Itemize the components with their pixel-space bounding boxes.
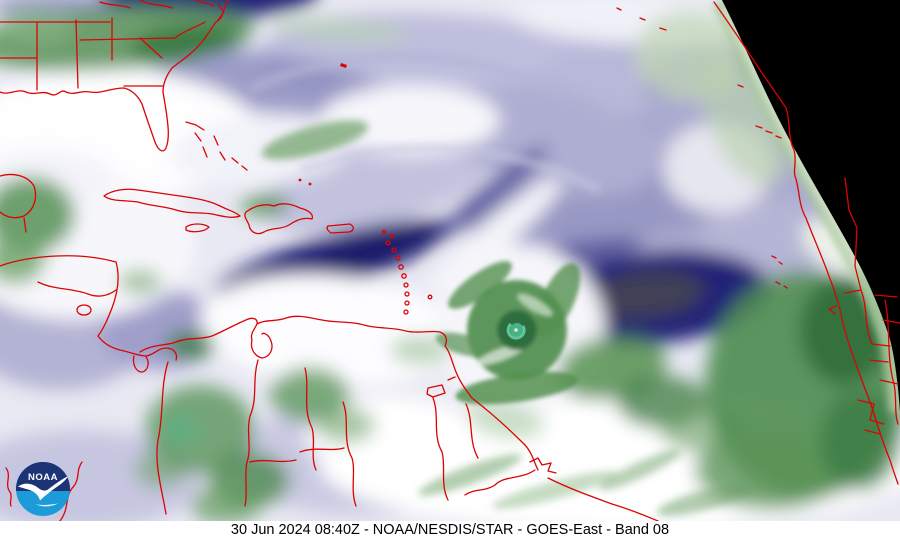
caribbean-islands-borders <box>103 63 456 398</box>
seagull-wake <box>35 503 58 507</box>
noaa-logo-text: NOAA <box>28 472 58 483</box>
central-america-borders <box>0 173 178 373</box>
hurricane-eye <box>506 322 526 340</box>
water-vapor-image <box>0 0 900 521</box>
seagull-icon <box>18 476 69 501</box>
us-state-borders <box>0 0 229 152</box>
noaa-logo: NOAA <box>16 462 70 516</box>
map-borders-overlay <box>0 0 900 521</box>
africa-borders <box>616 1 900 485</box>
caption-bar: 30 Jun 2024 08:40Z - NOAA/NESDIS/STAR - … <box>0 521 900 540</box>
africa-moist-region <box>695 270 900 510</box>
south-america-borders <box>5 315 659 521</box>
caption-text: 30 Jun 2024 08:40Z - NOAA/NESDIS/STAR - … <box>230 522 670 538</box>
space-region <box>722 0 900 412</box>
